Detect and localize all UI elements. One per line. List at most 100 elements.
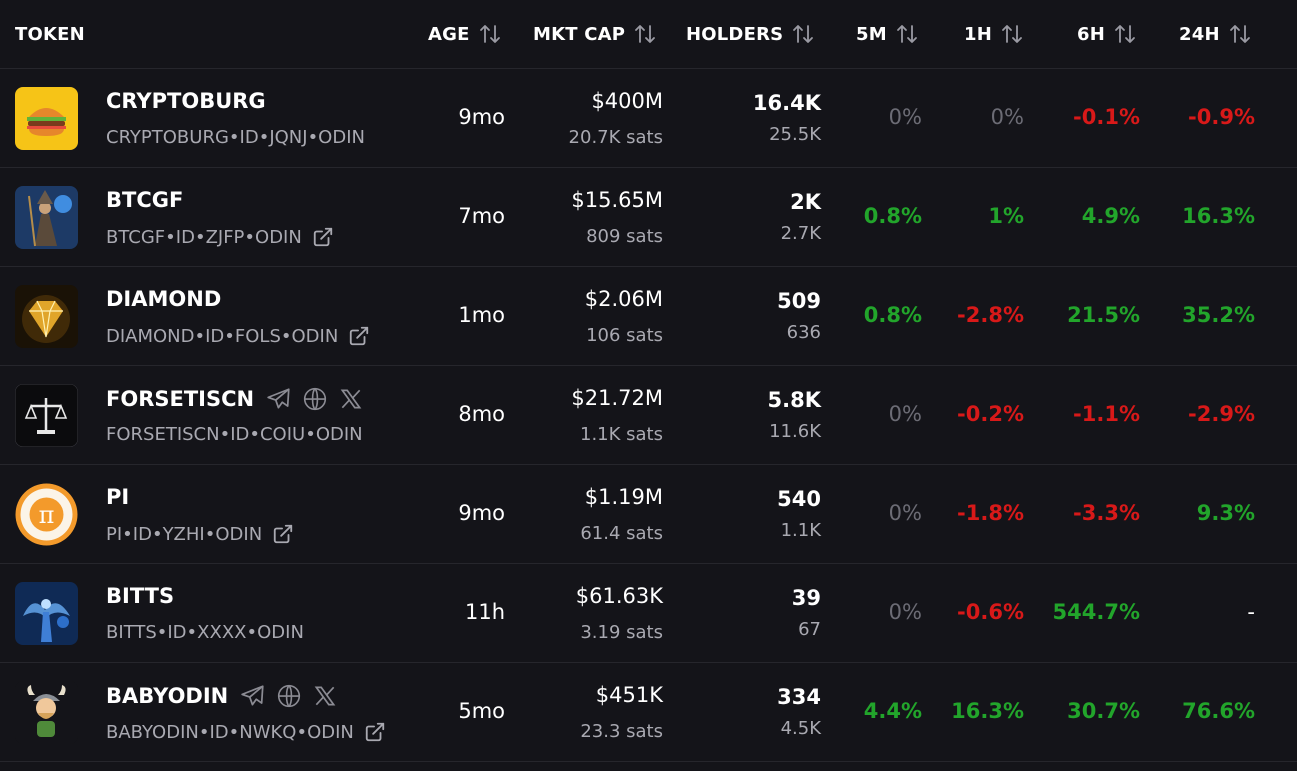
svg-text:π: π bbox=[39, 501, 55, 529]
holders-secondary: 2.7K bbox=[780, 223, 821, 244]
external-link-icon[interactable] bbox=[312, 226, 334, 248]
column-mktcap-label: MKT CAP bbox=[533, 23, 626, 45]
change-6h: 544.7% bbox=[1052, 600, 1140, 624]
diamond-icon bbox=[15, 285, 78, 348]
x-twitter-icon[interactable] bbox=[312, 683, 338, 709]
change-1h: -0.6% bbox=[957, 600, 1024, 624]
token-age: 1mo bbox=[458, 303, 505, 327]
token-name-text: FORSETISCN bbox=[106, 387, 255, 411]
token-id: FORSETISCN•ID•COIU•ODIN bbox=[106, 424, 390, 445]
token-name[interactable]: BABYODIN bbox=[106, 683, 338, 709]
sort-icon[interactable] bbox=[895, 22, 919, 46]
change-5m: 0% bbox=[888, 600, 922, 624]
token-age: 8mo bbox=[458, 402, 505, 426]
change-6h: -0.1% bbox=[1073, 105, 1140, 129]
token-id: DIAMOND•ID•FOLS•ODIN bbox=[106, 325, 390, 347]
holders-count: 540 bbox=[777, 487, 821, 511]
holders-secondary: 25.5K bbox=[769, 124, 821, 145]
external-link-icon[interactable] bbox=[348, 325, 370, 347]
token-id-text: BTCGF•ID•ZJFP•ODIN bbox=[106, 226, 302, 248]
token-id-text: DIAMOND•ID•FOLS•ODIN bbox=[106, 325, 339, 347]
change-5m: 4.4% bbox=[863, 699, 922, 723]
token-id: PI•ID•YZHI•ODIN bbox=[106, 523, 390, 545]
token-name[interactable]: CRYPTOBURG bbox=[106, 89, 266, 113]
sort-icon[interactable] bbox=[1000, 22, 1024, 46]
x-twitter-icon[interactable] bbox=[338, 386, 364, 412]
price-sats: 20.7K sats bbox=[568, 127, 663, 148]
token-age: 9mo bbox=[458, 501, 505, 525]
column-age-label: AGE bbox=[428, 23, 470, 45]
column-1h[interactable]: 1H bbox=[964, 0, 1024, 68]
sort-icon[interactable] bbox=[1113, 22, 1137, 46]
table-row[interactable]: CRYPTOBURG CRYPTOBURG•ID•JQNJ•ODIN 9mo $… bbox=[0, 69, 1297, 168]
token-id: BITTS•ID•XXXX•ODIN bbox=[106, 622, 390, 643]
holders-secondary: 67 bbox=[798, 619, 821, 640]
holders-secondary: 11.6K bbox=[769, 421, 821, 442]
change-1h: -2.8% bbox=[957, 303, 1024, 327]
holders-count: 509 bbox=[777, 289, 821, 313]
table-row[interactable]: BTCGF BTCGF•ID•ZJFP•ODIN 7mo $15.65M 809… bbox=[0, 168, 1297, 267]
token-age: 5mo bbox=[458, 699, 505, 723]
token-name[interactable]: FORSETISCN bbox=[106, 386, 364, 412]
change-24h: - bbox=[1247, 600, 1255, 624]
holders-secondary: 4.5K bbox=[780, 718, 821, 739]
table-row[interactable]: π PI PI•ID•YZHI•ODIN 9mo $1.19M 61.4 sat… bbox=[0, 465, 1297, 564]
angel-icon bbox=[15, 582, 78, 645]
market-cap: $15.65M bbox=[571, 188, 663, 212]
change-6h: 21.5% bbox=[1067, 303, 1140, 327]
table-row[interactable]: FORSETISCN FORSETISCN•ID•COIU•ODIN 8mo $… bbox=[0, 366, 1297, 465]
sort-icon[interactable] bbox=[1228, 22, 1252, 46]
price-sats: 809 sats bbox=[586, 226, 663, 247]
change-6h: 30.7% bbox=[1067, 699, 1140, 723]
token-id-text: CRYPTOBURG•ID•JQNJ•ODIN bbox=[106, 127, 365, 148]
change-24h: -0.9% bbox=[1188, 105, 1255, 129]
sort-icon[interactable] bbox=[478, 22, 502, 46]
price-sats: 1.1K sats bbox=[580, 424, 663, 445]
market-cap: $400M bbox=[591, 89, 663, 113]
market-cap: $451K bbox=[595, 683, 663, 707]
token-name[interactable]: PI bbox=[106, 485, 130, 509]
globe-icon[interactable] bbox=[276, 683, 302, 709]
token-id-text: BABYODIN•ID•NWKQ•ODIN bbox=[106, 721, 354, 743]
change-6h: -3.3% bbox=[1073, 501, 1140, 525]
price-sats: 106 sats bbox=[586, 325, 663, 346]
column-token-label: TOKEN bbox=[15, 23, 85, 45]
token-name[interactable]: BTCGF bbox=[106, 188, 184, 212]
external-link-icon[interactable] bbox=[364, 721, 386, 743]
column-age[interactable]: AGE bbox=[428, 0, 502, 68]
price-sats: 23.3 sats bbox=[580, 721, 663, 742]
change-24h: 35.2% bbox=[1182, 303, 1255, 327]
column-24h[interactable]: 24H bbox=[1179, 0, 1252, 68]
change-6h: 4.9% bbox=[1081, 204, 1140, 228]
change-6h: -1.1% bbox=[1073, 402, 1140, 426]
holders-count: 2K bbox=[790, 190, 821, 214]
telegram-icon[interactable] bbox=[240, 683, 266, 709]
globe-icon[interactable] bbox=[302, 386, 328, 412]
table-row[interactable]: DIAMOND DIAMOND•ID•FOLS•ODIN 1mo $2.06M … bbox=[0, 267, 1297, 366]
table-row[interactable]: BABYODIN BABYODIN•ID•NWKQ•ODIN 5mo $451K… bbox=[0, 663, 1297, 762]
column-6h[interactable]: 6H bbox=[1077, 0, 1137, 68]
change-5m: 0.8% bbox=[863, 204, 922, 228]
change-24h: 16.3% bbox=[1182, 204, 1255, 228]
change-24h: -2.9% bbox=[1188, 402, 1255, 426]
column-holders[interactable]: HOLDERS bbox=[686, 0, 815, 68]
market-cap: $1.19M bbox=[584, 485, 663, 509]
sort-icon[interactable] bbox=[791, 22, 815, 46]
burger-icon bbox=[15, 87, 78, 150]
table-row[interactable]: BITTS BITTS•ID•XXXX•ODIN 11h $61.63K 3.1… bbox=[0, 564, 1297, 663]
token-id: BABYODIN•ID•NWKQ•ODIN bbox=[106, 721, 390, 743]
token-name[interactable]: BITTS bbox=[106, 584, 175, 608]
column-5m[interactable]: 5M bbox=[856, 0, 919, 68]
sort-icon[interactable] bbox=[633, 22, 657, 46]
holders-count: 16.4K bbox=[752, 91, 821, 115]
token-age: 11h bbox=[464, 600, 505, 624]
external-link-icon[interactable] bbox=[272, 523, 294, 545]
token-name[interactable]: DIAMOND bbox=[106, 287, 222, 311]
column-token: TOKEN bbox=[15, 0, 85, 68]
column-24h-label: 24H bbox=[1179, 23, 1220, 45]
wizard-icon bbox=[15, 186, 78, 249]
column-mktcap[interactable]: MKT CAP bbox=[533, 0, 657, 68]
telegram-icon[interactable] bbox=[266, 386, 292, 412]
market-cap: $2.06M bbox=[584, 287, 663, 311]
change-24h: 9.3% bbox=[1196, 501, 1255, 525]
